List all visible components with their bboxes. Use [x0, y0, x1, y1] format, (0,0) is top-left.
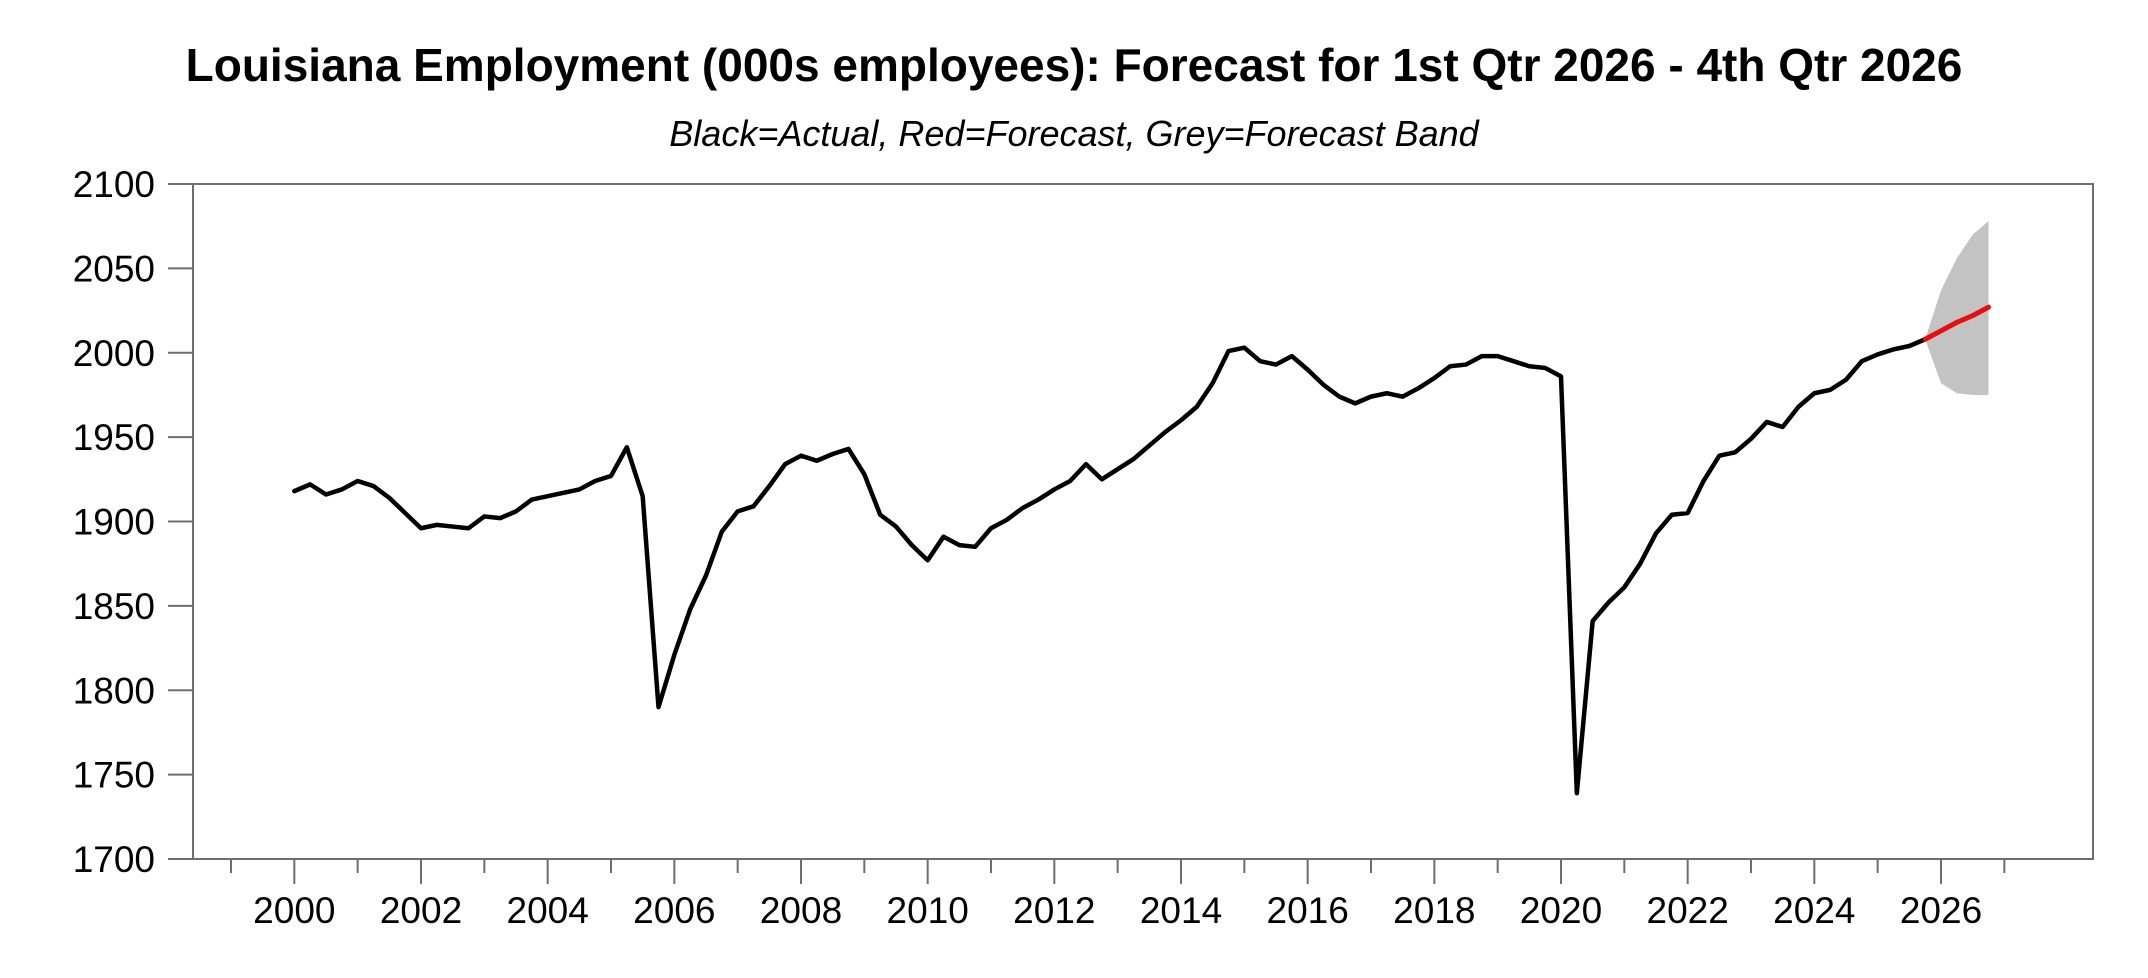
x-tick-label: 2022 [1647, 890, 1729, 931]
y-tick-label: 1800 [73, 670, 155, 711]
x-tick-label: 2000 [253, 890, 335, 931]
x-tick-label: 2024 [1773, 890, 1855, 931]
y-tick-label: 1900 [73, 502, 155, 543]
x-tick-label: 2012 [1013, 890, 1095, 931]
y-tick-label: 2000 [73, 333, 155, 374]
y-tick-label: 1850 [73, 586, 155, 627]
x-tick-label: 2016 [1267, 890, 1349, 931]
actual-line [292, 337, 1928, 796]
x-tick-label: 2026 [1900, 890, 1982, 931]
y-tick-label: 1750 [73, 755, 155, 796]
y-tick-label: 1950 [73, 417, 155, 458]
x-tick-label: 2018 [1393, 890, 1475, 931]
x-tick-label: 2014 [1140, 890, 1222, 931]
y-tick-label: 1700 [73, 839, 155, 880]
forecast-band [1925, 221, 1989, 395]
y-tick-label: 2050 [73, 248, 155, 289]
chart-subtitle: Black=Actual, Red=Forecast, Grey=Forecas… [669, 113, 1479, 154]
x-axis: 2000 2002 2004 2006 2008 2010 2012 2014 2016 2018… [230, 859, 2006, 931]
x-tick-label: 2010 [887, 890, 969, 931]
forecast-line [1922, 304, 1991, 342]
chart-title: Louisiana Employment (000s employees): F… [185, 39, 1963, 91]
y-axis: 1700 1750 1800 1850 1900 1950 2000 2050 2100 [73, 164, 193, 880]
x-tick-label: 2008 [760, 890, 842, 931]
y-tick-label: 2100 [73, 164, 155, 205]
x-tick-label: 2020 [1520, 890, 1602, 931]
x-tick-label: 2002 [380, 890, 462, 931]
x-tick-label: 2006 [633, 890, 715, 931]
x-tick-label: 2004 [507, 890, 589, 931]
